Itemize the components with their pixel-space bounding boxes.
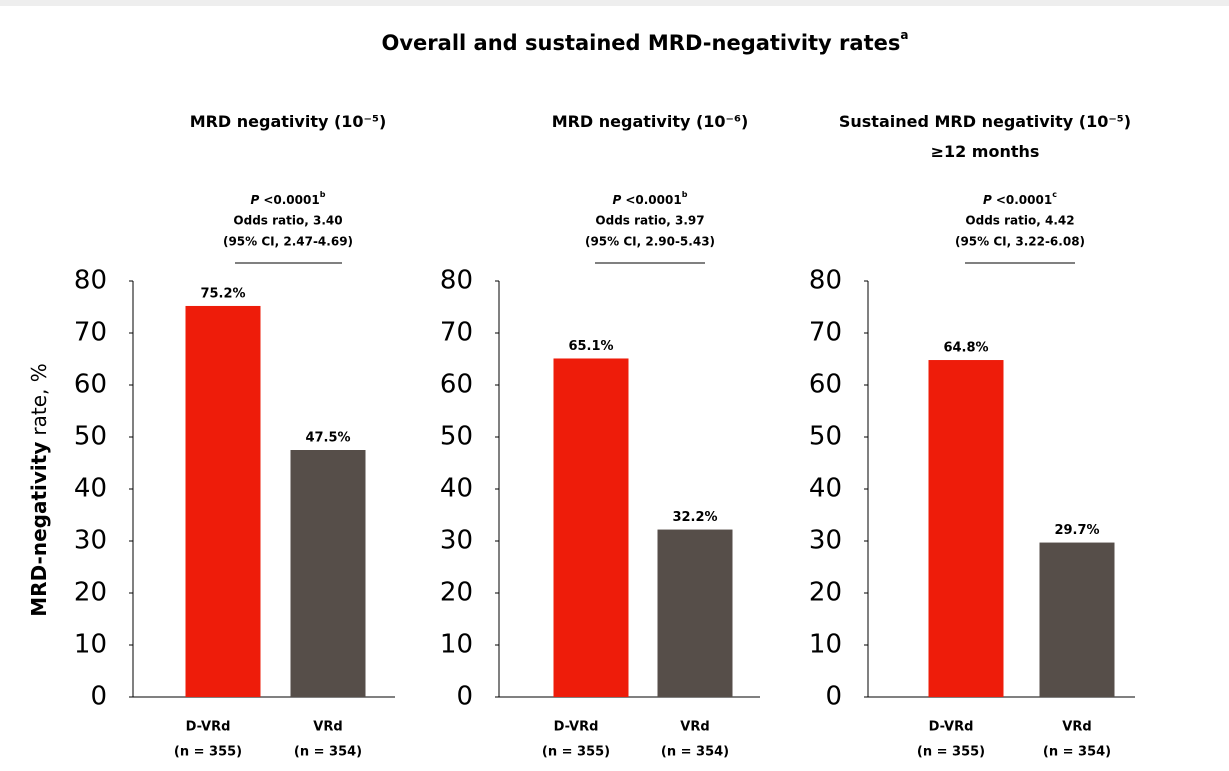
p-value: P <0.0001b	[613, 190, 688, 207]
odds-ratio: Odds ratio, 3.40	[233, 214, 342, 228]
odds-ratio: Odds ratio, 4.42	[965, 214, 1074, 228]
x-tick-label: D-VRd	[554, 720, 599, 735]
y-label-bold: MRD-negativity	[27, 442, 51, 617]
p-note: c	[1052, 190, 1057, 199]
y-tick-label: 0	[825, 682, 842, 712]
p-symbol: P	[983, 193, 992, 207]
x-tick-label: VRd	[313, 720, 342, 735]
y-tick-label: 60	[809, 370, 842, 400]
value-label: 47.5%	[305, 431, 350, 446]
p-text: <0.0001	[625, 193, 681, 207]
bar	[928, 360, 1004, 697]
odds-ratio: Odds ratio, 3.97	[595, 214, 704, 228]
y-tick-label: 70	[440, 318, 473, 348]
y-tick-label: 60	[74, 370, 107, 400]
value-label: 32.2%	[672, 510, 717, 525]
x-tick-label: D-VRd	[186, 720, 231, 735]
y-tick-label: 70	[809, 318, 842, 348]
bar	[1039, 542, 1115, 697]
confidence-interval: (95% CI, 2.90-5.43)	[585, 235, 715, 249]
y-tick-label: 10	[809, 630, 842, 660]
bar	[290, 450, 366, 697]
x-tick-note: (n = 354)	[661, 745, 729, 760]
chart-title: Overall and sustained MRD-negativity rat…	[382, 28, 909, 56]
y-tick-label: 50	[74, 422, 107, 452]
x-tick-note: (n = 354)	[1043, 745, 1111, 760]
confidence-interval: (95% CI, 3.22-6.08)	[955, 235, 1085, 249]
y-tick-label: 60	[440, 370, 473, 400]
y-tick-label: 0	[90, 682, 107, 712]
y-tick-label: 80	[74, 266, 107, 296]
bar	[185, 305, 261, 697]
value-label: 29.7%	[1054, 523, 1099, 538]
x-tick-label: VRd	[1062, 720, 1091, 735]
y-tick-label: 70	[74, 318, 107, 348]
p-note: b	[320, 190, 326, 199]
panel-title: Sustained MRD negativity (10⁻⁵) ≥12 mont…	[838, 112, 1132, 161]
p-value: P <0.0001b	[251, 190, 326, 207]
p-note: b	[682, 190, 688, 199]
y-tick-label: 30	[74, 526, 107, 556]
y-tick-label: 50	[809, 422, 842, 452]
y-tick-label: 10	[440, 630, 473, 660]
x-tick-note: (n = 355)	[542, 745, 610, 760]
confidence-interval: (95% CI, 2.47-4.69)	[223, 235, 353, 249]
top-strip	[0, 0, 1229, 6]
p-symbol: P	[251, 193, 260, 207]
p-text: <0.0001	[996, 193, 1052, 207]
x-tick-note: (n = 354)	[294, 745, 362, 760]
p-text: <0.0001	[263, 193, 319, 207]
x-tick-note: (n = 355)	[917, 745, 985, 760]
p-symbol: P	[613, 193, 622, 207]
y-tick-label: 80	[440, 266, 473, 296]
value-label: 64.8%	[943, 341, 988, 356]
y-tick-label: 40	[809, 474, 842, 504]
title-text: Overall and sustained MRD-negativity rat…	[382, 31, 901, 55]
y-tick-label: 80	[809, 266, 842, 296]
bar	[553, 358, 629, 697]
x-tick-label: D-VRd	[929, 720, 974, 735]
y-tick-label: 50	[440, 422, 473, 452]
y-tick-label: 20	[809, 578, 842, 608]
value-label: 65.1%	[568, 339, 613, 354]
x-tick-label: VRd	[680, 720, 709, 735]
y-tick-label: 20	[440, 578, 473, 608]
y-tick-label: 40	[74, 474, 107, 504]
title-note: a	[900, 28, 908, 42]
y-tick-label: 40	[440, 474, 473, 504]
y-tick-label: 0	[456, 682, 473, 712]
y-axis-label: MRD-negativity rate, %	[27, 363, 51, 616]
p-value: P <0.0001c	[983, 190, 1057, 207]
y-tick-label: 20	[74, 578, 107, 608]
y-label-regular: rate, %	[27, 363, 51, 435]
y-tick-label: 30	[809, 526, 842, 556]
x-tick-note: (n = 355)	[174, 745, 242, 760]
bar	[657, 529, 733, 697]
y-tick-label: 10	[74, 630, 107, 660]
y-tick-label: 30	[440, 526, 473, 556]
value-label: 75.2%	[200, 286, 245, 301]
panel-title: MRD negativity (10⁻⁶)	[551, 112, 749, 131]
panel-title: MRD negativity (10⁻⁵)	[189, 112, 387, 131]
